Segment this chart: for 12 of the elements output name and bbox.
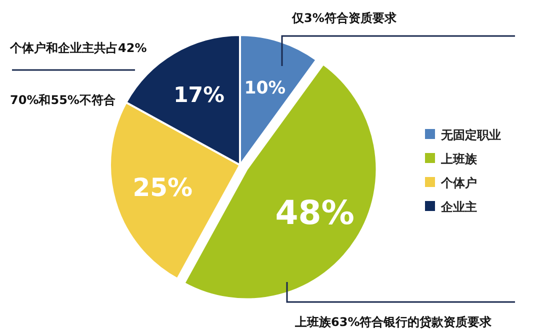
data-label: 48% [275, 192, 354, 232]
legend-label: 无固定职业 [440, 128, 501, 142]
text: 70%和55%不符合 [10, 93, 116, 107]
text: 仅3%符合资质要求 [291, 11, 398, 25]
legend-label: 企业主 [440, 200, 477, 214]
data-label: 10% [244, 78, 286, 98]
legend-label: 上班族 [440, 152, 478, 166]
data-label: 17% [173, 83, 224, 108]
legend-label: 个体户 [440, 176, 477, 190]
data-label: 25% [132, 172, 193, 202]
text: 上班族63%符合银行的贷款资质要求 [294, 315, 493, 329]
text: 个体户和企业主共占42% [9, 41, 147, 55]
